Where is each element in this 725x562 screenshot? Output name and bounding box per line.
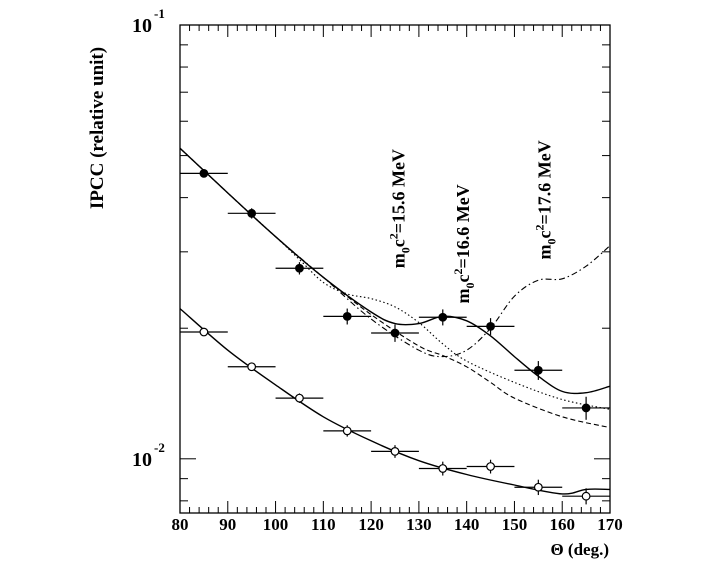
open-data-point <box>438 464 448 473</box>
x-tick-label: 90 <box>219 515 236 534</box>
annotation-part: m <box>453 289 473 304</box>
mass-annotation: m0c2=16.6 MeV <box>451 184 477 303</box>
filled-data-point <box>486 321 495 331</box>
x-tick-label: 160 <box>549 515 575 534</box>
plot-frame <box>179 24 611 514</box>
filled-data-point <box>390 328 400 338</box>
y-tick-exponent: -1 <box>154 6 165 21</box>
x-tick-label: 130 <box>406 515 432 534</box>
curve-m0c2-17-6-mev <box>179 147 611 358</box>
x-tick-labels: 80 90 100 110 120 130 140 150 160 170 <box>172 515 623 534</box>
data-points <box>180 168 610 505</box>
filled-data-point <box>199 168 209 178</box>
annotation-part: 2 <box>451 269 465 275</box>
curves <box>179 147 611 495</box>
curve-fit-lower <box>179 308 611 495</box>
x-tick-label: 80 <box>172 515 189 534</box>
y-axis-label: IPCC (relative unit) <box>87 47 108 209</box>
axis-ticks <box>179 24 611 513</box>
annotation-part: c <box>453 275 473 283</box>
y-tick-exponent: -2 <box>154 440 165 455</box>
filled-data-point <box>342 311 352 321</box>
x-tick-label: 120 <box>358 515 384 534</box>
mass-annotation: m0c2=15.6 MeV <box>387 149 413 268</box>
x-tick-label: 140 <box>454 515 480 534</box>
annotation-part: m <box>534 245 554 260</box>
annotation-part: =15.6 MeV <box>389 149 409 233</box>
y-tick-label: 10 <box>132 15 152 37</box>
annotation-part: c <box>389 239 409 247</box>
filled-data-point <box>295 263 304 273</box>
annotation-part: 2 <box>387 233 401 239</box>
annotation-part: 0 <box>399 247 413 253</box>
open-data-point <box>199 327 209 337</box>
x-tick-label: 150 <box>502 515 528 534</box>
annotation-part: =17.6 MeV <box>534 140 554 224</box>
open-data-point <box>295 393 304 403</box>
filled-data-point <box>581 403 591 413</box>
open-data-point <box>581 491 591 501</box>
annotation-part: 0 <box>463 283 477 289</box>
filled-data-point <box>247 208 257 218</box>
annotation-part: =16.6 MeV <box>453 184 473 268</box>
filled-data-point <box>533 365 543 375</box>
x-tick-label: 110 <box>311 515 336 534</box>
x-tick-label: 100 <box>263 515 289 534</box>
mass-annotation: m0c2=17.6 MeV <box>532 140 558 259</box>
annotation-part: c <box>534 231 554 239</box>
open-data-point <box>342 426 352 436</box>
filled-data-point <box>438 312 448 322</box>
x-tick-label: 170 <box>597 515 623 534</box>
curve-m0c2-15-6-mev <box>179 147 611 410</box>
annotation-part: 2 <box>532 225 546 231</box>
annotation-part: m <box>389 253 409 268</box>
open-data-point <box>390 447 400 456</box>
open-data-point <box>247 362 257 372</box>
y-tick-labels: 10-110-2 <box>132 6 165 471</box>
y-tick-label: 10 <box>132 449 152 471</box>
open-data-point <box>533 482 543 492</box>
open-data-point <box>486 462 495 471</box>
annotation-part: 0 <box>544 239 558 245</box>
x-axis-label: Θ (deg.) <box>550 540 609 559</box>
